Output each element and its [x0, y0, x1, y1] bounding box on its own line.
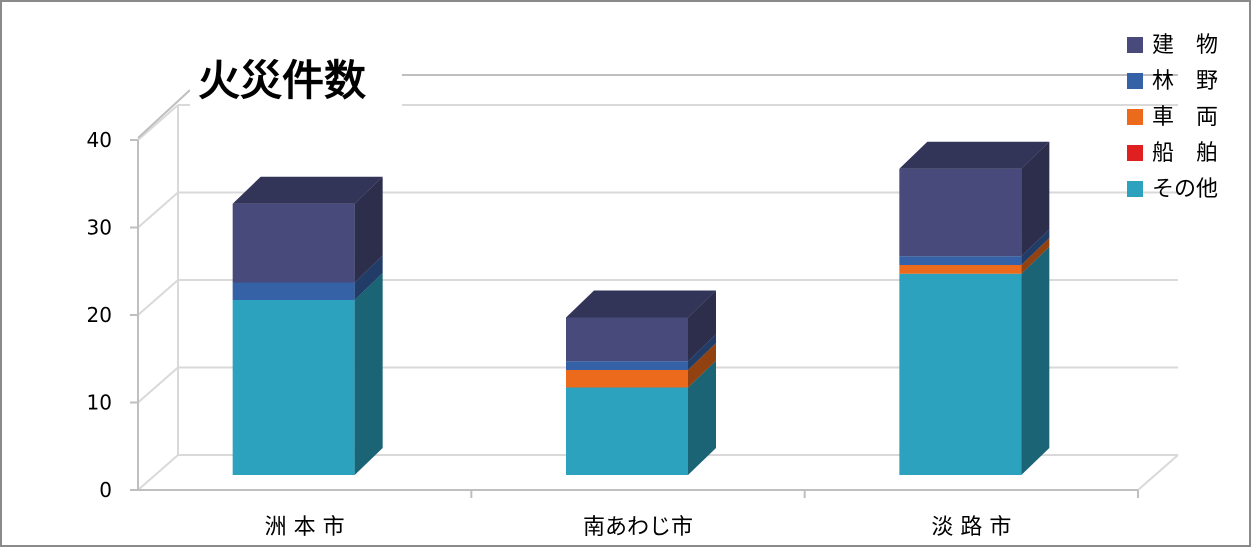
bar-segment-1-4 — [232, 255, 383, 300]
bar-front — [232, 282, 355, 300]
legend-swatch-5 — [1127, 181, 1143, 197]
bar-front — [566, 387, 688, 475]
bar-side — [1021, 238, 1050, 274]
bar-segment-3-5 — [899, 141, 1050, 257]
bar-segment-3-3 — [899, 238, 1050, 274]
bar-segment-2-1 — [566, 360, 716, 475]
legend-label-5: その他 — [1152, 177, 1218, 202]
title-guide-diagonal — [137, 89, 191, 139]
y-tick-label-20: 20 — [87, 303, 112, 327]
bar-front — [232, 203, 355, 283]
y-tick-label-30: 30 — [87, 216, 112, 240]
bar-top-1 — [232, 176, 383, 204]
bar-front — [899, 168, 1022, 257]
bar-layer — [232, 141, 1050, 475]
bar-front — [899, 256, 1022, 265]
bar-front — [899, 273, 1022, 475]
bar-front — [232, 300, 355, 475]
bar-side — [354, 255, 383, 300]
gridline-side-30 — [137, 191, 179, 229]
bar-segment-2-5 — [566, 290, 716, 362]
bar-top-3 — [899, 141, 1050, 169]
legend-swatch-4 — [1127, 145, 1143, 161]
bar-side — [354, 176, 383, 283]
y-tick-label-40: 40 — [87, 128, 112, 152]
x-category-label-2: 南あわじ市 — [583, 515, 693, 540]
legend-swatch-1 — [1127, 37, 1143, 53]
legend-label-2: 林 野 — [1152, 69, 1218, 94]
legend-label-3: 車 両 — [1152, 105, 1218, 130]
gridline-side-10 — [137, 366, 179, 404]
bar-front — [566, 370, 688, 388]
legend-label-1: 建 物 — [1152, 33, 1218, 58]
y-tick-label-10: 10 — [87, 391, 112, 415]
x-category-label-1: 洲 本 市 — [265, 515, 345, 540]
bar-segment-2-3 — [566, 343, 716, 388]
x-category-label-3: 淡 路 市 — [931, 515, 1011, 540]
bar-top-2 — [566, 290, 716, 318]
gridline-side-20 — [137, 279, 179, 316]
bar-side — [1021, 141, 1050, 257]
label-layer: 0 10 20 30 40 洲 本 市 南あわじ市 淡 路 市 — [87, 128, 1012, 540]
chart-title: 火災件数 — [198, 56, 366, 105]
bar-segment-2-4 — [566, 334, 716, 370]
legend-swatch-3 — [1127, 109, 1143, 125]
legend-label-4: 船 舶 — [1152, 141, 1218, 166]
bar-side — [354, 273, 383, 475]
floor-right-edge — [1137, 454, 1179, 491]
bar-segment-3-1 — [899, 246, 1050, 475]
bar-segment-3-4 — [899, 229, 1050, 265]
axis-layer — [130, 139, 1139, 498]
legend-swatch-2 — [1127, 73, 1143, 89]
gridline-side-40 — [137, 104, 179, 141]
y-tick-label-0: 0 — [99, 478, 112, 502]
bar-side — [1021, 229, 1050, 265]
bar-front — [566, 361, 688, 370]
bar-front — [566, 317, 688, 362]
bar-side — [688, 290, 716, 362]
bar-side — [688, 360, 716, 475]
title-background — [190, 50, 402, 110]
bar-side — [688, 343, 716, 388]
bar-front — [899, 265, 1022, 274]
gridline-side-0 — [137, 454, 179, 491]
bar-segment-1-5 — [232, 176, 383, 283]
bar-side — [1021, 246, 1050, 475]
bar-segment-1-1 — [232, 273, 383, 475]
bar-side — [688, 334, 716, 370]
